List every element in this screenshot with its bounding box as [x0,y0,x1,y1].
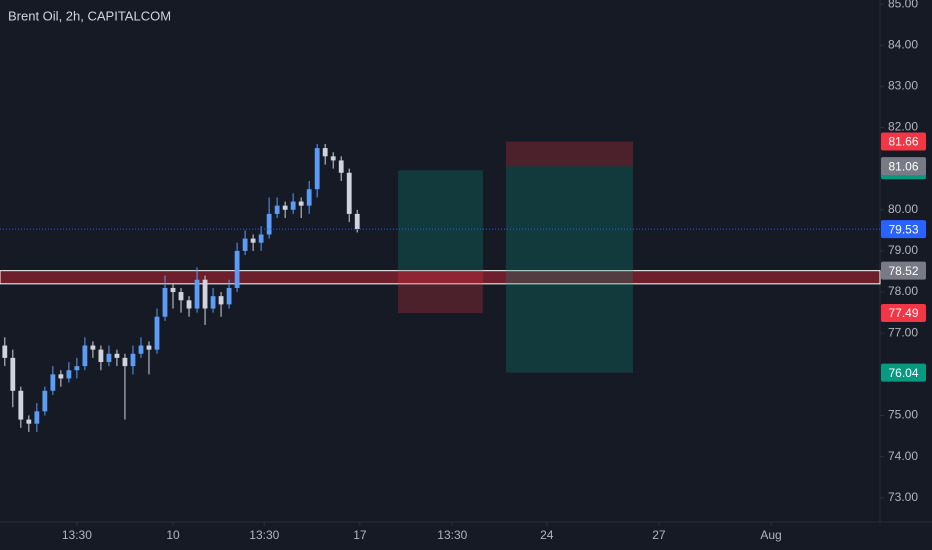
y-tick-label: 83.00 [888,79,918,93]
candle-body [90,345,96,350]
target-zone [398,170,483,271]
x-tick-label: 10 [166,528,180,542]
entry-tag-bg [881,261,926,280]
y-tick-label: 73.00 [888,490,918,504]
candle-body [10,357,16,391]
candle-body [42,390,48,412]
candle-body [194,279,200,309]
y-tick-label: 77.00 [888,325,918,339]
candle-body [18,390,24,420]
candle-body [82,345,88,367]
candle-body [266,213,272,235]
candle-body [162,287,168,317]
x-tick-label: Aug [760,528,781,542]
candle-body [330,156,336,161]
current-price-tag: 79.53 [888,222,918,236]
candle-body [234,250,240,288]
entry-tag-bg [881,157,926,176]
entry-tag: 78.52 [888,264,918,278]
candle-body [298,201,304,206]
y-tick-label: 75.00 [888,408,918,422]
candle-body [186,300,192,309]
y-tick-label: 78.00 [888,284,918,298]
candle-body [106,353,112,362]
candle-body [114,353,120,358]
candle-body [306,189,312,206]
stop-tag-bg [881,304,926,323]
candle-body [26,419,32,424]
y-tick-label: 84.00 [888,37,918,51]
y-tick-label: 85.00 [888,0,918,10]
candle-body [282,205,288,210]
target-tag-bg [881,363,926,382]
stop-zone [398,270,483,314]
candle-body [250,238,256,243]
candle-body [122,357,128,367]
candle-body [202,279,208,309]
candle-body [50,374,56,391]
stop-tag: 81.66 [888,135,918,149]
y-tick-label: 80.00 [888,202,918,216]
candle-body [74,366,80,371]
zone [0,270,881,285]
candle-body [258,234,264,243]
chart-title: Brent Oil, 2h, CAPITALCOM [8,8,171,23]
stop-zone [505,141,634,167]
candle-body [154,316,160,350]
candle-body [130,353,136,367]
stop-tag: 77.49 [888,306,918,320]
candle-body [338,160,344,173]
x-tick-label: 17 [353,528,367,542]
candle-body [146,345,152,350]
x-tick-label: 13:30 [437,528,467,542]
candle-body [346,172,352,214]
x-tick-label: 13:30 [249,528,279,542]
candle-body [354,213,360,230]
candle-body [66,370,72,379]
y-tick-label: 74.00 [888,449,918,463]
y-tick-label: 82.00 [888,120,918,134]
candle-body [34,411,40,424]
entry-tag: 81.06 [888,159,918,173]
y-tick-label: 79.00 [888,243,918,257]
candle-body [138,345,144,354]
candle-body [322,148,328,157]
candle-body [98,349,104,362]
x-tick-label: 24 [540,528,554,542]
candle-body [58,374,64,379]
x-tick-label: 13:30 [62,528,92,542]
candle-body [218,296,224,305]
candle-body [314,148,320,190]
candle-body [210,296,216,309]
candle-body [274,205,280,214]
candle-body [242,238,248,251]
candle-body [178,292,184,301]
target-tag: 76.04 [888,366,918,380]
current-price-tag-bg [881,220,926,239]
stop-tag-bg [881,132,926,151]
target-zone [505,166,634,373]
candle-body [290,201,296,210]
candle-body [226,287,232,305]
x-tick-label: 27 [652,528,666,542]
candle-body [170,287,176,293]
candle-body [2,345,8,358]
